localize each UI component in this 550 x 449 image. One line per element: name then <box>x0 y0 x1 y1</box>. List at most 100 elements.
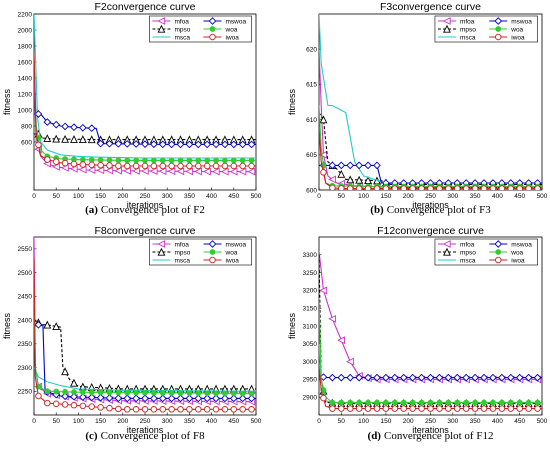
series-marker-mswoa <box>238 140 247 149</box>
legend-marker-woa <box>495 249 502 255</box>
series-marker-iwoa <box>454 405 461 412</box>
legend-label-mswoa: mswoa <box>226 241 247 248</box>
x-tick-label: 300 <box>162 193 173 200</box>
series-marker-iwoa <box>525 405 532 412</box>
series-marker-mswoa <box>61 392 69 401</box>
series-marker-iwoa <box>195 406 202 413</box>
series-marker-woa <box>177 157 184 164</box>
series-marker-mpso <box>61 134 70 143</box>
series-marker-woa <box>534 399 541 406</box>
x-tick-label: 300 <box>162 418 173 425</box>
x-tick-label: 350 <box>184 193 195 200</box>
series-marker-iwoa <box>516 405 523 412</box>
series-marker-iwoa <box>186 406 193 413</box>
series-marker-woa <box>97 157 104 163</box>
series-marker-mpso <box>52 134 61 143</box>
series-marker-iwoa <box>355 405 363 412</box>
series-marker-mpso <box>70 135 78 143</box>
series-marker-mswoa <box>132 140 140 148</box>
y-tick-label: 1000 <box>18 107 33 114</box>
series-marker-mswoa <box>355 373 363 382</box>
y-tick-label: 2550 <box>18 246 33 253</box>
y-tick-label: 2200 <box>18 11 33 18</box>
series-marker-iwoa <box>159 162 167 170</box>
series-marker-mswoa <box>167 140 176 149</box>
x-tick-label: 250 <box>425 193 436 200</box>
series-marker-woa <box>159 389 166 396</box>
series-marker-mswoa <box>480 373 488 382</box>
chart-title: F3convergence curve <box>380 1 481 13</box>
panel-f2: F2convergence curve iterations fitness (… <box>2 1 262 216</box>
series-marker-woa <box>124 389 131 396</box>
y-tick-label: 2350 <box>18 341 33 348</box>
x-axis-label: iterations <box>412 200 449 210</box>
series-marker-mswoa <box>194 140 203 149</box>
legend-marker-woa <box>209 249 216 255</box>
series-marker-woa <box>248 157 255 164</box>
series-marker-mswoa <box>328 373 337 382</box>
caption: (a) Convergence plot of F2 <box>85 204 205 216</box>
series-marker-mpso <box>364 176 372 184</box>
series-marker-iwoa <box>427 185 434 190</box>
series-marker-mswoa <box>114 394 123 403</box>
series-marker-iwoa <box>115 162 122 170</box>
series-marker-iwoa <box>400 185 407 190</box>
x-tick-label: 200 <box>117 193 128 200</box>
series-marker-iwoa <box>445 405 452 412</box>
series-marker-mswoa <box>185 394 194 403</box>
series-marker-iwoa <box>195 162 202 170</box>
series-marker-iwoa <box>44 156 51 163</box>
series-marker-woa <box>195 157 202 164</box>
series-marker-mswoa <box>150 394 158 403</box>
legend-marker-mfoa <box>442 240 451 248</box>
series-marker-woa <box>213 157 219 164</box>
y-tick-label: 620 <box>306 47 317 54</box>
series-marker-mfoa <box>211 167 220 176</box>
series-marker-mfoa <box>229 167 238 176</box>
series-marker-mswoa <box>87 124 96 133</box>
series-marker-woa <box>382 399 389 406</box>
series-marker-iwoa <box>106 404 113 412</box>
series-marker-woa <box>204 157 211 164</box>
legend <box>434 238 538 266</box>
y-tick-label: 2300 <box>18 365 33 372</box>
series-marker-woa <box>133 157 140 164</box>
legend-marker-iwoa <box>209 256 216 264</box>
legend-marker-mpso <box>157 247 166 256</box>
legend-marker-mpso <box>443 24 451 33</box>
legend <box>149 238 252 266</box>
series-marker-mswoa <box>167 394 176 403</box>
series-marker-iwoa <box>462 185 470 190</box>
series-marker-woa <box>374 399 380 406</box>
legend-marker-iwoa <box>495 256 502 264</box>
series-marker-mfoa <box>185 167 194 176</box>
series-marker-iwoa <box>115 405 122 413</box>
series-marker-mswoa <box>453 373 462 382</box>
series-marker-mfoa <box>319 150 328 159</box>
y-axis-label: fitness <box>287 88 297 115</box>
series-marker-mswoa <box>221 394 229 403</box>
series-marker-woa <box>418 399 425 406</box>
series-marker-mfoa <box>149 167 158 176</box>
x-tick-label: 0 <box>317 418 321 425</box>
series-marker-woa <box>142 157 148 164</box>
series-marker-iwoa <box>338 405 345 412</box>
series-line-msca <box>34 367 256 392</box>
series-marker-woa <box>347 399 354 406</box>
series-marker-iwoa <box>525 185 532 190</box>
series-marker-woa <box>230 157 237 164</box>
series-marker-mpso <box>337 169 346 178</box>
series-marker-mswoa <box>364 161 372 170</box>
series-line-msca <box>34 14 256 159</box>
x-tick-label: 100 <box>73 193 84 200</box>
y-tick-label: 3100 <box>303 323 318 330</box>
series-marker-mswoa <box>176 140 185 149</box>
series-marker-iwoa <box>123 406 131 413</box>
series-marker-woa <box>391 399 398 406</box>
series-marker-mswoa <box>346 161 355 170</box>
series-marker-mswoa <box>132 394 140 403</box>
series-marker-woa <box>498 399 505 406</box>
series-marker-iwoa <box>364 185 372 190</box>
series-marker-woa <box>62 388 68 395</box>
